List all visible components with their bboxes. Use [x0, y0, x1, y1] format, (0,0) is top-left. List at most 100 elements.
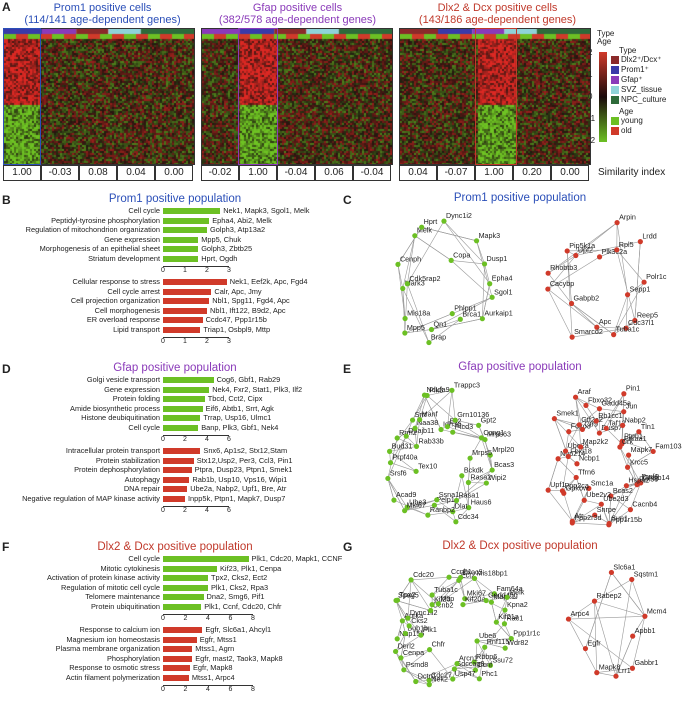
network-edge: [611, 572, 646, 617]
network-node-label: Prkaa1: [624, 434, 647, 443]
network-edge: [434, 504, 457, 523]
network-node: [501, 621, 508, 627]
network-node: [424, 392, 430, 399]
network-node-label: Brca1: [462, 309, 481, 318]
network-edge: [575, 396, 600, 409]
network-edge: [395, 600, 409, 619]
go-term-label: Gene expression: [104, 384, 160, 394]
network-node-label: Manf: [422, 410, 438, 419]
network-node: [491, 591, 497, 597]
go-bar: [163, 457, 194, 464]
network-edge: [431, 580, 460, 605]
network-node-label: Epha4: [492, 274, 513, 283]
network-edge: [431, 297, 493, 330]
network-node: [425, 512, 431, 518]
network-node-label: Rabep2: [596, 591, 621, 600]
network-node-label: Mrps5: [472, 448, 492, 457]
network-edge: [400, 649, 430, 659]
network-node: [642, 613, 648, 619]
heatmap-1-subtitle: (114/141 age-dependent genes): [24, 14, 181, 26]
network-edge: [387, 478, 395, 501]
network-edge: [563, 493, 573, 522]
network-node-label: Jun: [626, 402, 638, 411]
network-node-label: Mki67: [407, 501, 426, 510]
network-node: [594, 324, 600, 330]
network-edge: [475, 640, 478, 671]
scale-tick: 0: [588, 92, 593, 101]
network-edge: [407, 579, 412, 619]
network-node-label: Sqstm1: [634, 569, 658, 578]
network-edge: [397, 227, 422, 265]
go-term-label: Plasma membrane organization: [55, 644, 160, 653]
network-node-label: Dnajb11: [408, 426, 434, 435]
panel-b-letter: B: [2, 193, 11, 207]
network-node: [624, 292, 631, 298]
go-bar: [163, 396, 205, 402]
network-edge: [575, 222, 618, 256]
go-genes: Golph3, Zbtb25: [201, 244, 253, 253]
network-node: [545, 487, 551, 493]
network-edge: [410, 579, 431, 611]
network-edge: [572, 522, 609, 526]
go-axis-tick: 2: [205, 338, 209, 345]
go-bar: [163, 246, 199, 252]
network-edge: [387, 437, 398, 479]
network-edge: [572, 503, 602, 524]
network-node-label: Ube6: [479, 631, 496, 640]
network-node: [391, 497, 397, 503]
go-bar: [163, 476, 190, 483]
network-node-label: Wdr82: [507, 638, 528, 647]
network-node: [394, 636, 400, 642]
go-term-label: Peptidyl-tyrosine phosphorylation: [51, 215, 160, 225]
network-edge: [407, 220, 445, 284]
network-node-label: Sgol1: [494, 287, 512, 296]
go-genes: Ube2a, Nabp2, Upf1, Bre, Atr: [190, 484, 287, 493]
panel-d-title: Gfap positive population: [113, 362, 237, 374]
network-node-label: Aurkaip1: [484, 309, 512, 318]
network-node-label: Mapk8: [599, 663, 621, 672]
network-node-label: Ube2a: [568, 441, 589, 450]
network-node: [450, 509, 456, 515]
network-edge: [402, 235, 416, 289]
network-node: [621, 391, 627, 397]
network-node-label: Mrpl20: [492, 445, 514, 454]
network-node: [479, 316, 485, 322]
network-edge: [395, 600, 431, 611]
go-term-label: Mitotic cytokinesis: [100, 563, 160, 573]
network-node: [619, 438, 625, 444]
go-genes: Rab1b, Usp10, Vps16, Wipi1: [192, 474, 288, 484]
network-node-label: Bcas2: [613, 486, 633, 495]
network-edge: [456, 663, 476, 671]
network-edge: [414, 428, 417, 447]
network-node-label: Fam103a1: [655, 441, 682, 450]
network-node-label: Idh3g: [443, 419, 461, 428]
network-edge: [431, 318, 461, 330]
go-term-label: Histone deubiquitination: [81, 413, 160, 422]
network-edge: [412, 395, 428, 421]
go-genes: Nek1, Mapk3, Sgol1, Melk: [223, 206, 310, 215]
network-node-label: Lrdd: [642, 232, 656, 241]
network-node-label: Sepp1: [630, 285, 651, 294]
network-node-label: Ccnf: [477, 660, 492, 669]
network-node-label: Mrps63: [487, 430, 511, 439]
network-edge: [621, 431, 640, 442]
network-edge: [547, 255, 577, 290]
network-edge: [613, 282, 645, 335]
network-edge: [562, 477, 577, 492]
network-node-label: Hspa2: [628, 476, 649, 485]
network-node-label: Prpf40a: [393, 453, 418, 462]
network-edge: [477, 638, 512, 642]
network-edge: [454, 665, 491, 670]
network-node: [460, 601, 466, 608]
network-edge: [438, 578, 475, 605]
go-bar: [163, 584, 208, 591]
network-node-label: Ppp1r1c: [513, 629, 540, 638]
network-edge: [547, 458, 559, 491]
go-genes: Egfr, Slc6a1, Ahcyl1: [205, 625, 272, 634]
go-bar: [163, 307, 207, 314]
network-node: [579, 426, 586, 433]
panel-g-title: Dlx2 & Dcx positive population: [442, 540, 598, 552]
heatmap-dlx2-dcx: [399, 28, 591, 165]
network-edge: [469, 437, 482, 459]
